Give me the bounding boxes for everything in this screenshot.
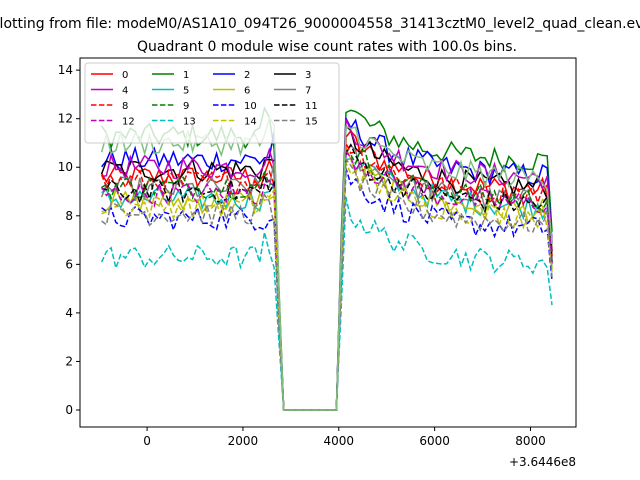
series-line-14 <box>101 162 553 411</box>
legend-label-12: 12 <box>122 117 135 128</box>
chart-title: Quadrant 0 module wise count rates with … <box>137 39 517 55</box>
series-line-8 <box>100 142 553 411</box>
x-tick-label: 2000 <box>228 434 259 448</box>
legend-label-6: 6 <box>244 86 250 97</box>
y-tick-label: 12 <box>58 112 73 126</box>
axes-frame <box>79 57 577 428</box>
x-tick-label: 0 <box>143 434 151 448</box>
x-tick-label: 6000 <box>419 434 450 448</box>
series-line-3 <box>100 124 553 411</box>
legend-label-13: 13 <box>183 117 196 128</box>
legend-frame <box>84 62 340 144</box>
legend-label-8: 8 <box>122 101 128 112</box>
legend-label-2: 2 <box>244 70 250 81</box>
series-line-9 <box>101 149 553 411</box>
legend-label-7: 7 <box>305 86 311 97</box>
series-line-unlabeled <box>100 116 553 411</box>
legend-label-9: 9 <box>183 101 189 112</box>
y-tick-label: 10 <box>58 160 73 174</box>
y-axis: 0 2 4 6 8 10 12 14 <box>58 63 80 417</box>
x-tick-label: 8000 <box>515 434 546 448</box>
x-offset-label: +3.6446e8 <box>509 455 576 469</box>
x-tick-label: 4000 <box>324 434 355 448</box>
y-tick-label: 2 <box>65 354 73 368</box>
y-tick-label: 8 <box>65 209 73 223</box>
series-line-1 <box>100 106 553 411</box>
legend-label-14: 14 <box>244 117 257 128</box>
y-tick-label: 0 <box>65 403 73 417</box>
legend-label-5: 5 <box>183 86 189 97</box>
series-line-0 <box>100 129 553 411</box>
x-axis: 0 2000 4000 6000 8000 <box>143 427 546 448</box>
series-layer <box>100 106 553 411</box>
legend-label-15: 15 <box>305 117 318 128</box>
series-line-4 <box>101 118 553 411</box>
y-tick-label: 4 <box>65 306 73 320</box>
figure-suptitle: Plotting from file: modeM0/AS1A10_094T26… <box>0 16 640 32</box>
legend-label-1: 1 <box>183 70 189 81</box>
y-tick-label: 14 <box>58 63 73 77</box>
y-tick-label: 6 <box>65 257 73 271</box>
legend-label-11: 11 <box>305 101 318 112</box>
legend-label-4: 4 <box>122 86 128 97</box>
legend-label-10: 10 <box>244 101 257 112</box>
legend-label-0: 0 <box>122 70 128 81</box>
legend-label-3: 3 <box>305 70 311 81</box>
